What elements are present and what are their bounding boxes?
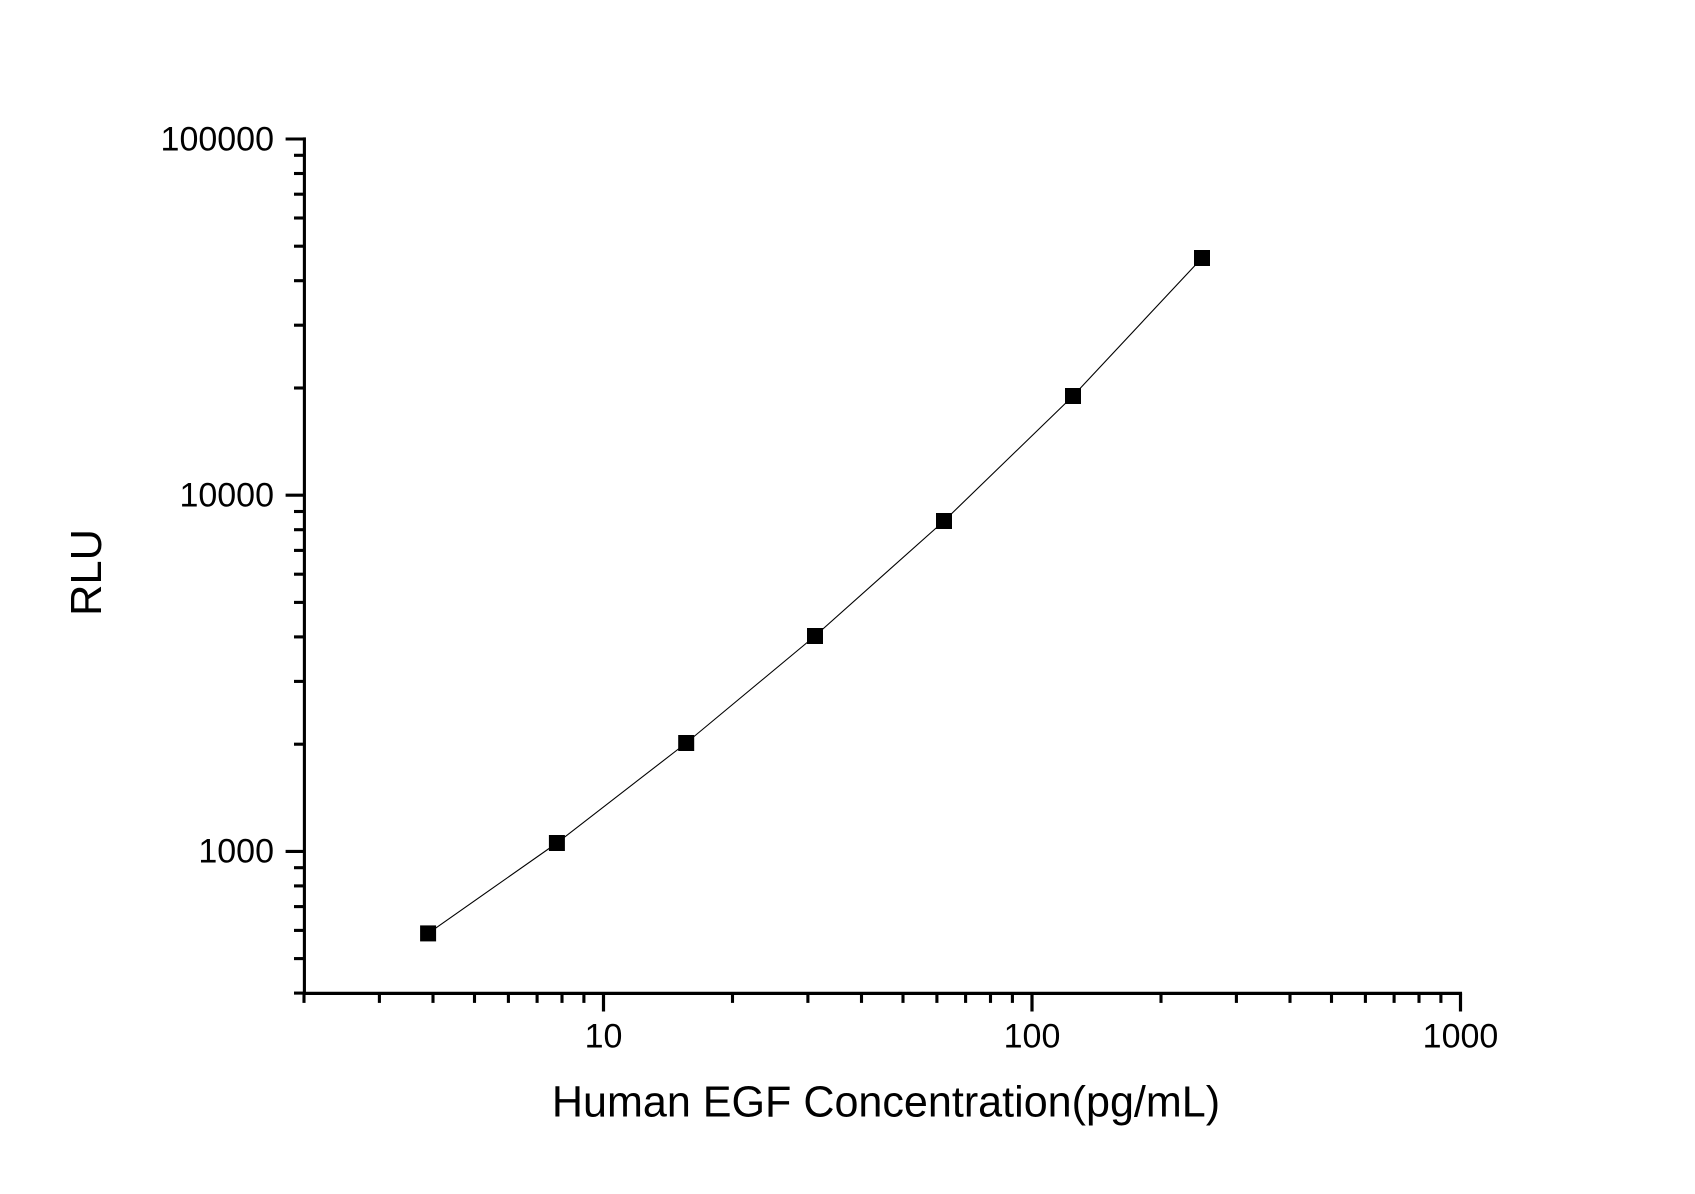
svg-text:Human EGF Concentration(pg/mL): Human EGF Concentration(pg/mL) <box>552 1079 1220 1127</box>
svg-text:1000: 1000 <box>1423 1018 1499 1056</box>
svg-text:10: 10 <box>585 1018 623 1056</box>
svg-text:10000: 10000 <box>179 477 274 515</box>
svg-text:1000: 1000 <box>198 833 274 871</box>
svg-text:100: 100 <box>1004 1018 1061 1056</box>
svg-text:RLU: RLU <box>63 529 111 616</box>
svg-text:100000: 100000 <box>161 120 274 158</box>
